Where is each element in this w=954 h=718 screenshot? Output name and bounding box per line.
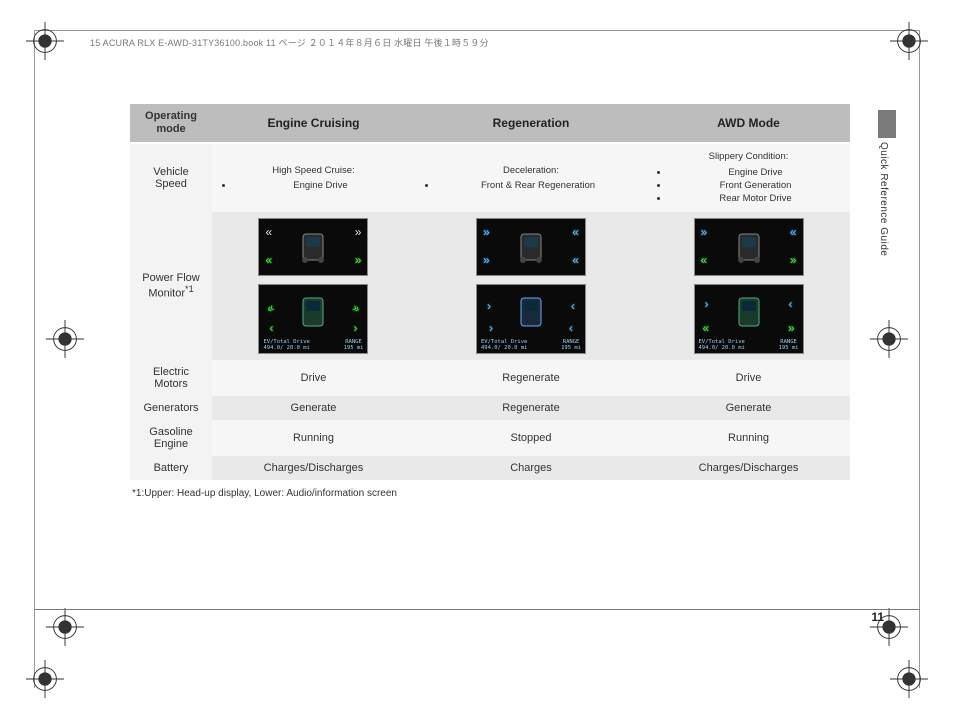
desc-item: Front & Rear Regeneration (437, 179, 639, 192)
left-crop-rule (34, 30, 35, 688)
monitor-awd-mode: »« «» ›‹ «» EV/Total Drive494.0/ 20.0 mi… (647, 212, 850, 360)
row-power-flow-monitor: Power Flow Monitor*1 «» «» «» ‹› (130, 212, 850, 360)
desc-title: Deceleration: (423, 164, 639, 177)
cell: Running (212, 420, 415, 456)
operating-mode-table: Operating mode Engine Cruising Regenerat… (130, 104, 850, 480)
hud-display-image: »« «» (694, 218, 804, 276)
cell: Drive (212, 360, 415, 396)
readout: 494.0/ 20.0 mi (699, 345, 745, 351)
header-label-line1: Operating (145, 110, 197, 122)
side-tab-block (878, 110, 896, 138)
right-crop-rule (919, 30, 920, 688)
desc-regeneration: Deceleration: Front & Rear Regeneration (415, 143, 647, 211)
registration-mark-bottom-left (46, 608, 84, 646)
row-label: Generators (130, 396, 212, 420)
readout: 195 mi (779, 345, 799, 351)
audio-screen-image: ›‹ ›‹ EV/Total Drive494.0/ 20.0 miRANGE1… (476, 284, 586, 354)
desc-engine-cruising: High Speed Cruise: Engine Drive (212, 143, 415, 211)
col-awd-mode: AWD Mode (647, 104, 850, 143)
cell: Regenerate (415, 396, 647, 420)
row-label: Electric Motors (130, 360, 212, 396)
hud-display-image: «» «» (258, 218, 368, 276)
readout: 494.0/ 20.0 mi (481, 345, 527, 351)
cell: Charges (415, 456, 647, 480)
cell: Drive (647, 360, 850, 396)
desc-item: Engine Drive (234, 179, 407, 192)
hud-display-image: »« »« (476, 218, 586, 276)
page-frame: 15 ACURA RLX E-AWD-31TY36100.book 11 ページ… (0, 0, 954, 718)
desc-awd-mode: Slippery Condition: Engine Drive Front G… (647, 143, 850, 211)
registration-mark-top-right (890, 22, 928, 60)
row-label: Battery (130, 456, 212, 480)
page-number: 11 (871, 610, 884, 624)
cell: Generate (212, 396, 415, 420)
label-power-flow-monitor: Power Flow Monitor*1 (130, 212, 212, 360)
cell: Stopped (415, 420, 647, 456)
table-row: Electric Motors Drive Regenerate Drive (130, 360, 850, 396)
table-row: Gasoline Engine Running Stopped Running (130, 420, 850, 456)
col-regeneration: Regeneration (415, 104, 647, 143)
pf-label-line1: Power Flow (142, 272, 199, 284)
registration-mark-corner-bl (26, 660, 64, 698)
registration-mark-mid-left (46, 320, 84, 358)
header-label-line2: mode (156, 123, 185, 135)
registration-mark-mid-right (870, 320, 908, 358)
cell: Charges/Discharges (647, 456, 850, 480)
label-vehicle-speed: Vehicle Speed (130, 143, 212, 211)
header-operating-mode: Operating mode (130, 104, 212, 143)
desc-title: High Speed Cruise: (220, 164, 407, 177)
registration-mark-top-left (26, 22, 64, 60)
content-area: Operating mode Engine Cruising Regenerat… (130, 104, 850, 499)
row-label: Gasoline Engine (130, 420, 212, 456)
top-crop-rule (34, 30, 920, 31)
readout: 195 mi (344, 345, 364, 351)
cell: Running (647, 420, 850, 456)
footnote: *1:Upper: Head-up display, Lower: Audio/… (130, 488, 850, 499)
cell: Regenerate (415, 360, 647, 396)
cell: Generate (647, 396, 850, 420)
table-row: Generators Generate Regenerate Generate (130, 396, 850, 420)
readout: 494.0/ 20.0 mi (263, 345, 309, 351)
desc-item: Front Generation (669, 179, 842, 192)
audio-screen-image: «» ‹› EV/Total Drive494.0/ 20.0 miRANGE1… (258, 284, 368, 354)
side-tab-label: Quick Reference Guide (878, 142, 889, 256)
book-meta-line: 15 ACURA RLX E-AWD-31TY36100.book 11 ページ… (90, 36, 489, 49)
table-row: Battery Charges/Discharges Charges Charg… (130, 456, 850, 480)
pf-label-line2: Monitor (148, 287, 185, 299)
pf-label-sup: *1 (185, 284, 194, 294)
side-index-tab: Quick Reference Guide (878, 110, 896, 256)
monitor-engine-cruising: «» «» «» ‹› EV/Total Drive494.0/ 20.0 mi… (212, 212, 415, 360)
col-engine-cruising: Engine Cruising (212, 104, 415, 143)
bottom-rule (34, 609, 920, 610)
desc-title: Slippery Condition: (655, 150, 842, 163)
desc-item: Rear Motor Drive (669, 192, 842, 205)
cell: Charges/Discharges (212, 456, 415, 480)
registration-mark-corner-br (890, 660, 928, 698)
table-header-row: Operating mode Engine Cruising Regenerat… (130, 104, 850, 143)
readout: 195 mi (561, 345, 581, 351)
audio-screen-image: ›‹ «» EV/Total Drive494.0/ 20.0 miRANGE1… (694, 284, 804, 354)
monitor-regeneration: »« »« ›‹ ›‹ EV/Total Drive494.0/ 20.0 mi… (415, 212, 647, 360)
row-vehicle-speed: Vehicle Speed High Speed Cruise: Engine … (130, 143, 850, 211)
desc-item: Engine Drive (669, 166, 842, 179)
